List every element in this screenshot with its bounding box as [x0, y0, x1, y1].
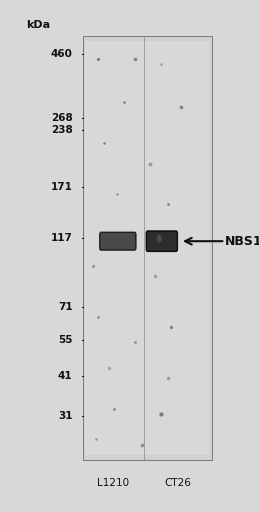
- FancyBboxPatch shape: [146, 231, 177, 251]
- Bar: [85, 41, 210, 455]
- Text: CT26: CT26: [165, 478, 191, 488]
- Text: 238: 238: [51, 125, 73, 135]
- Text: 117: 117: [51, 233, 73, 243]
- Text: L1210: L1210: [97, 478, 130, 488]
- Bar: [83, 36, 212, 460]
- Text: kDa: kDa: [26, 20, 50, 31]
- Text: 31: 31: [58, 411, 73, 422]
- FancyBboxPatch shape: [100, 232, 136, 250]
- Text: NBS1: NBS1: [225, 235, 259, 248]
- Text: 171: 171: [51, 181, 73, 192]
- Text: 71: 71: [58, 301, 73, 312]
- Ellipse shape: [157, 235, 162, 242]
- Text: 268: 268: [51, 112, 73, 123]
- Text: 460: 460: [51, 49, 73, 59]
- Text: 41: 41: [58, 370, 73, 381]
- Text: 55: 55: [58, 335, 73, 345]
